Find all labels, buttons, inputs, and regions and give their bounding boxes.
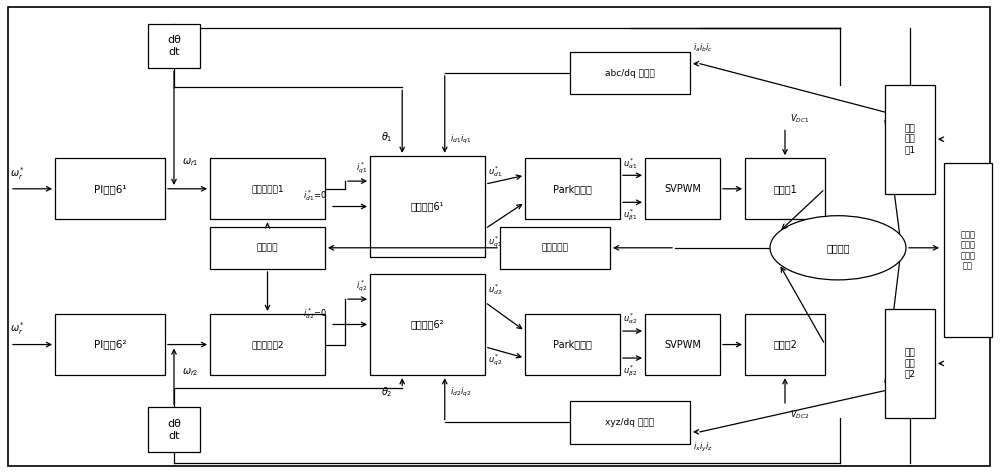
Bar — [645, 314, 720, 375]
Text: 驱动电机: 驱动电机 — [826, 243, 850, 253]
Bar — [55, 314, 165, 375]
Text: $u_{\beta2}^*$: $u_{\beta2}^*$ — [623, 364, 637, 379]
Text: 余度通信: 余度通信 — [257, 243, 278, 253]
Bar — [570, 401, 690, 444]
Text: abc/dq 变换器: abc/dq 变换器 — [605, 68, 655, 78]
Bar — [148, 407, 200, 452]
Text: $i_{d1}i_{q1}$: $i_{d1}i_{q1}$ — [450, 133, 471, 146]
Text: $\omega_{r1}$: $\omega_{r1}$ — [182, 156, 199, 168]
Text: Park反变换: Park反变换 — [553, 339, 592, 350]
Text: $i_x i_y i_z$: $i_x i_y i_z$ — [693, 441, 713, 455]
Text: $\omega_r^*$: $\omega_r^*$ — [10, 165, 25, 182]
Text: $i_a i_b i_c$: $i_a i_b i_c$ — [693, 42, 713, 54]
Bar — [370, 274, 485, 375]
Text: $u_{\alpha1}^*$: $u_{\alpha1}^*$ — [623, 156, 637, 170]
Bar — [745, 314, 825, 375]
Text: $\theta_2$: $\theta_2$ — [381, 386, 393, 399]
Text: PI控刦6¹: PI控刦6¹ — [94, 184, 126, 194]
Text: $u_{\alpha2}^*$: $u_{\alpha2}^*$ — [623, 312, 637, 326]
Text: $\omega_r^*$: $\omega_r^*$ — [10, 320, 25, 337]
Text: PI控刦6²: PI控刦6² — [94, 339, 126, 350]
Text: 位置信
号故障
检测与
校对: 位置信 号故障 检测与 校对 — [960, 230, 976, 270]
Bar — [645, 158, 720, 219]
Bar — [55, 158, 165, 219]
Text: dθ
dt: dθ dt — [167, 419, 181, 440]
Bar — [370, 156, 485, 257]
Text: $i_{d2}i_{q2}$: $i_{d2}i_{q2}$ — [450, 386, 471, 399]
Bar — [745, 158, 825, 219]
Text: $i_{q2}^*$: $i_{q2}^*$ — [356, 279, 367, 295]
Bar — [210, 314, 325, 375]
Circle shape — [770, 216, 906, 280]
Bar — [885, 309, 935, 418]
Bar — [525, 314, 620, 375]
Text: SVPWM: SVPWM — [664, 184, 701, 194]
Bar — [944, 163, 992, 337]
Bar — [525, 158, 620, 219]
Bar — [148, 24, 200, 68]
Text: $i_{d1}^*\!=\!0$: $i_{d1}^*\!=\!0$ — [303, 188, 327, 203]
Text: $i_{q1}^*$: $i_{q1}^*$ — [356, 161, 367, 177]
Text: 位置
检测
剦1: 位置 检测 剦1 — [904, 124, 916, 154]
Text: 位置
检测
剦2: 位置 检测 剦2 — [904, 348, 916, 379]
Text: $V_{DC1}$: $V_{DC1}$ — [790, 113, 809, 125]
Text: 故障诊断器: 故障诊断器 — [542, 243, 568, 253]
Text: $u_{q2}^*$: $u_{q2}^*$ — [488, 353, 502, 368]
Text: 逆变剦2: 逆变剦2 — [773, 339, 797, 350]
Text: SVPWM: SVPWM — [664, 339, 701, 350]
Text: $u_{d1}^*$: $u_{d1}^*$ — [488, 165, 502, 179]
Bar — [570, 52, 690, 94]
Text: $u_{d2}^*$: $u_{d2}^*$ — [488, 283, 502, 297]
Text: 积分限幅剦1: 积分限幅剦1 — [251, 184, 284, 194]
Text: $\theta_1$: $\theta_1$ — [381, 130, 393, 144]
Bar — [885, 85, 935, 194]
Text: $V_{DC2}$: $V_{DC2}$ — [790, 408, 809, 421]
Bar — [210, 227, 325, 269]
Text: 积分限幅剦2: 积分限幅剦2 — [251, 340, 284, 349]
Text: $\omega_{r2}$: $\omega_{r2}$ — [182, 366, 199, 378]
Bar — [210, 158, 325, 219]
Text: 预测控刦6¹: 预测控刦6¹ — [411, 202, 444, 211]
Text: dθ
dt: dθ dt — [167, 35, 181, 57]
Text: $i_{d2}^*\!=\!0$: $i_{d2}^*\!=\!0$ — [303, 306, 327, 321]
Text: 预测控刦6²: 预测控刦6² — [411, 320, 444, 329]
Text: 逆变剦1: 逆变剦1 — [773, 184, 797, 194]
Text: Park反变换: Park反变换 — [553, 184, 592, 194]
Text: $u_{q1}^*$: $u_{q1}^*$ — [488, 235, 502, 250]
Bar — [500, 227, 610, 269]
Text: $u_{\beta1}^*$: $u_{\beta1}^*$ — [623, 208, 637, 223]
Text: xyz/dq 变换器: xyz/dq 变换器 — [605, 418, 654, 427]
